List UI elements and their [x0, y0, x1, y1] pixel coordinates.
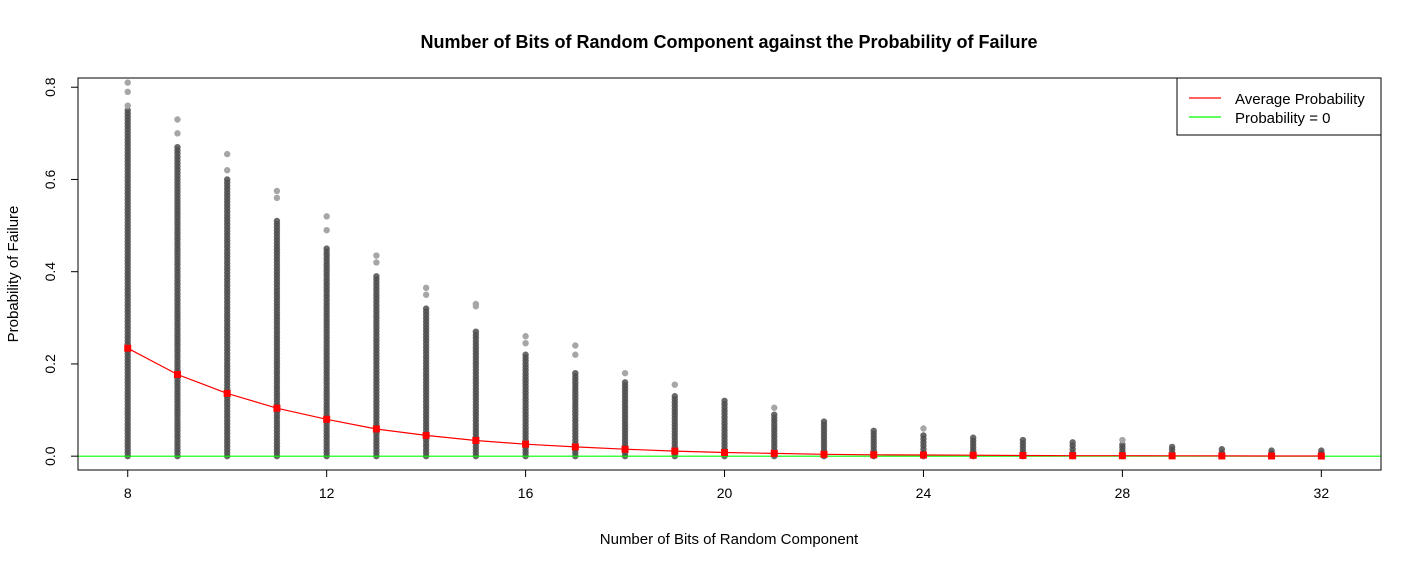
average-probability-point: [472, 436, 480, 444]
scatter-point-outlier: [920, 425, 927, 432]
legend: Average Probability Probability = 0: [1176, 77, 1382, 136]
scatter-point-outlier: [572, 351, 579, 358]
average-probability-point: [422, 431, 430, 439]
x-tick-label: 32: [1314, 485, 1330, 501]
average-probability-point: [124, 344, 132, 352]
y-tick-label: 0.0: [42, 446, 58, 466]
plot-frame: [77, 77, 1382, 471]
scatter-point-outlier: [422, 291, 430, 298]
scatter-point-outlier: [323, 213, 330, 220]
average-probability-point: [621, 445, 629, 453]
scatter-point-outlier: [323, 226, 330, 234]
scatter-point-outlier: [621, 369, 629, 377]
scatter-point-outlier: [273, 194, 281, 202]
scatter-point-outlier: [124, 88, 131, 96]
average-probability-point: [721, 448, 729, 456]
average-probability-point: [1019, 451, 1027, 459]
scatter-point-outlier: [522, 339, 529, 347]
axes: 8 12 16 20 24 28 32 0.0 0.2 0.4 0.6 0.8: [42, 77, 1329, 501]
average-probability-point: [1268, 452, 1276, 460]
scatter-point-outlier: [223, 167, 231, 174]
scatter-point-outlier: [373, 252, 380, 259]
scatter-point-outlier: [124, 79, 131, 86]
average-probability-point: [173, 371, 181, 379]
x-tick-label: 8: [124, 485, 132, 501]
scatter-point-outlier: [373, 259, 380, 266]
average-probability-point: [1069, 452, 1077, 460]
average-probability-point: [1118, 452, 1126, 460]
y-tick-label: 0.6: [42, 170, 58, 190]
series-lines: [78, 344, 1381, 460]
chart-title: Number of Bits of Random Component again…: [420, 32, 1037, 52]
x-tick-label: 24: [916, 485, 932, 501]
average-probability-point: [820, 450, 828, 458]
average-probability-point: [571, 443, 579, 451]
average-probability-point: [1168, 452, 1176, 460]
average-probability-point: [273, 404, 281, 412]
average-probability-point: [223, 389, 231, 397]
y-tick-label: 0.2: [42, 354, 58, 374]
average-probability-point: [522, 440, 530, 448]
scatter-point-outlier: [223, 150, 231, 158]
scatter-point-outlier: [522, 333, 529, 340]
average-probability-point: [1317, 452, 1325, 460]
x-tick-label: 20: [717, 485, 733, 501]
scatter-point-outlier: [273, 187, 281, 195]
average-probability-point: [671, 447, 679, 455]
legend-average-label: Average Probability: [1235, 91, 1365, 108]
scatter-point-outlier: [1119, 436, 1126, 444]
scatter-point-outlier: [174, 130, 181, 137]
scatter-point-outlier: [671, 381, 678, 388]
x-tick-label: 12: [319, 485, 335, 501]
scatter-point-outlier: [771, 404, 778, 411]
scatter-point-outlier: [174, 116, 181, 123]
scatter-point-outlier: [572, 342, 579, 349]
average-probability-point: [372, 425, 380, 433]
scatter-point-outlier: [472, 300, 480, 308]
average-probability-point: [770, 449, 778, 457]
y-tick-label: 0.8: [42, 77, 58, 97]
average-probability-point: [870, 451, 878, 459]
average-probability-point: [969, 451, 977, 459]
scatter-point-outlier: [124, 102, 131, 109]
legend-box: [1176, 77, 1382, 136]
scatter-points: [124, 79, 1325, 460]
average-probability-point: [323, 415, 331, 423]
x-axis-label: Number of Bits of Random Component: [600, 531, 859, 548]
x-tick-label: 28: [1115, 485, 1131, 501]
x-tick-label: 16: [518, 485, 534, 501]
average-probability-point: [919, 451, 927, 459]
scatter-point-outlier: [422, 284, 430, 292]
average-probability-point: [1218, 452, 1226, 460]
legend-zero-label: Probability = 0: [1235, 110, 1330, 127]
y-tick-label: 0.4: [42, 262, 58, 282]
y-axis-label: Probability of Failure: [5, 206, 22, 343]
